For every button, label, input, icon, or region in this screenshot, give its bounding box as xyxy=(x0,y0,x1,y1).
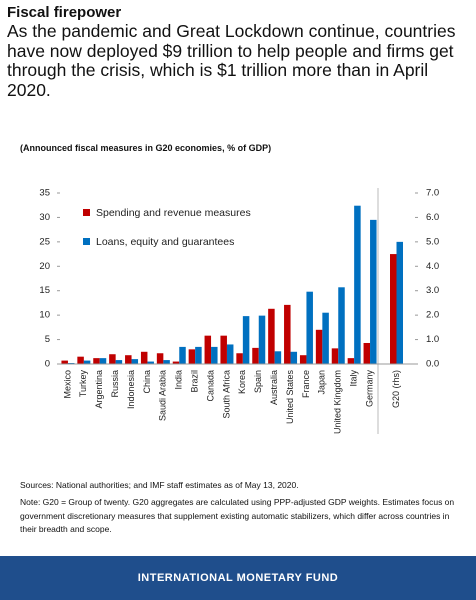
x-tick-label: Canada xyxy=(205,370,215,402)
y2-tick-label: 1.0 xyxy=(426,334,439,345)
bar xyxy=(299,355,307,364)
y-tick-label: 35 xyxy=(39,188,50,199)
bar xyxy=(115,360,123,364)
y2-tick-label: 7.0 xyxy=(426,188,439,199)
bar xyxy=(109,354,116,364)
bar xyxy=(354,205,361,364)
legend-label: Spending and revenue measures xyxy=(96,207,251,219)
subtitle: As the pandemic and Great Lockdown conti… xyxy=(7,21,456,100)
bar xyxy=(195,346,202,364)
x-tick-label: Turkey xyxy=(78,370,88,398)
title: Fiscal firepower xyxy=(7,4,122,21)
bar xyxy=(315,329,323,364)
y2-tick-label: 2.0 xyxy=(426,310,439,321)
legend-label: Loans, equity and guarantees xyxy=(96,236,234,248)
x-tick-label: Australia xyxy=(269,370,279,405)
bar xyxy=(306,291,313,364)
bar xyxy=(284,304,291,364)
bar xyxy=(363,342,371,364)
x-tick-label: G20 (rhs) xyxy=(391,370,401,408)
x-tick-label: France xyxy=(301,370,311,398)
bar xyxy=(242,316,250,364)
y-tick-label: 20 xyxy=(39,261,50,272)
x-tick-label: United States xyxy=(285,370,295,425)
y2-tick-label: 0.0 xyxy=(426,359,439,370)
bar xyxy=(156,353,164,364)
x-tick-label: Spain xyxy=(253,370,263,393)
bar xyxy=(220,335,227,364)
note: Note: G20 = Group of twenty. G20 aggrega… xyxy=(20,497,455,534)
bar xyxy=(93,358,100,364)
bar xyxy=(172,361,180,364)
chart: 0 5 10 15 20 25 30 35 0.0 1.0 2.0 3.0 4.0 5.0 6.0 7.0 Me… xyxy=(39,188,439,435)
bar xyxy=(125,355,132,364)
bar xyxy=(370,219,377,364)
bar xyxy=(140,351,148,364)
bar xyxy=(163,360,170,364)
bar xyxy=(83,360,91,364)
caption: (Announced fiscal measures in G20 econom… xyxy=(20,143,272,153)
x-tick-label: India xyxy=(174,370,184,390)
x-tick-label: Brazil xyxy=(190,370,200,393)
footer: INTERNATIONAL MONETARY FUND xyxy=(0,556,476,600)
x-tick-label: Japan xyxy=(317,370,327,395)
y-tick-label: 10 xyxy=(39,310,50,321)
legend-swatch xyxy=(83,209,90,216)
y2-tick-label: 5.0 xyxy=(426,236,439,247)
source: Sources: National authorities; and IMF s… xyxy=(20,480,299,490)
bar xyxy=(188,349,196,364)
y2-tick-label: 3.0 xyxy=(426,285,439,296)
y-tick-label: 15 xyxy=(39,285,50,296)
bar xyxy=(99,358,107,364)
bar xyxy=(236,353,243,364)
bar xyxy=(179,346,186,364)
x-tick-label: South Africa xyxy=(221,370,231,419)
y2-tick-label: 4.0 xyxy=(426,261,439,272)
x-tick-label: China xyxy=(142,370,152,394)
bar xyxy=(61,360,68,364)
bar xyxy=(77,356,84,364)
bar xyxy=(211,346,218,364)
bar xyxy=(258,315,266,364)
bar xyxy=(322,312,329,364)
x-tick-label: Germany xyxy=(364,370,374,408)
y-tick-label: 25 xyxy=(39,236,50,247)
bar xyxy=(331,348,339,364)
x-tick-label: Korea xyxy=(237,370,247,394)
bar xyxy=(226,344,234,364)
y-tick-label: 0 xyxy=(45,359,50,370)
bar xyxy=(147,361,154,364)
bar xyxy=(390,254,397,364)
bar xyxy=(274,351,282,364)
bar xyxy=(252,347,259,364)
x-tick-label: Saudi Arabia xyxy=(158,370,168,421)
bar xyxy=(131,359,139,364)
bar xyxy=(204,335,212,364)
bar xyxy=(268,308,275,364)
legend-swatch xyxy=(83,238,90,245)
x-tick-label: Italy xyxy=(349,370,359,387)
x-tick-label: Indonesia xyxy=(126,370,136,409)
x-tick-label: United Kingdom xyxy=(333,370,343,434)
y2-tick-label: 6.0 xyxy=(426,212,439,223)
bar xyxy=(338,287,345,364)
bar xyxy=(347,358,355,364)
y-tick-label: 30 xyxy=(39,212,50,223)
bar xyxy=(396,241,403,364)
x-tick-label: Mexico xyxy=(62,370,72,399)
x-tick-label: Russia xyxy=(110,370,120,398)
bar xyxy=(290,351,298,364)
x-tick-label: Argentina xyxy=(94,370,104,409)
y-tick-label: 5 xyxy=(45,334,50,345)
